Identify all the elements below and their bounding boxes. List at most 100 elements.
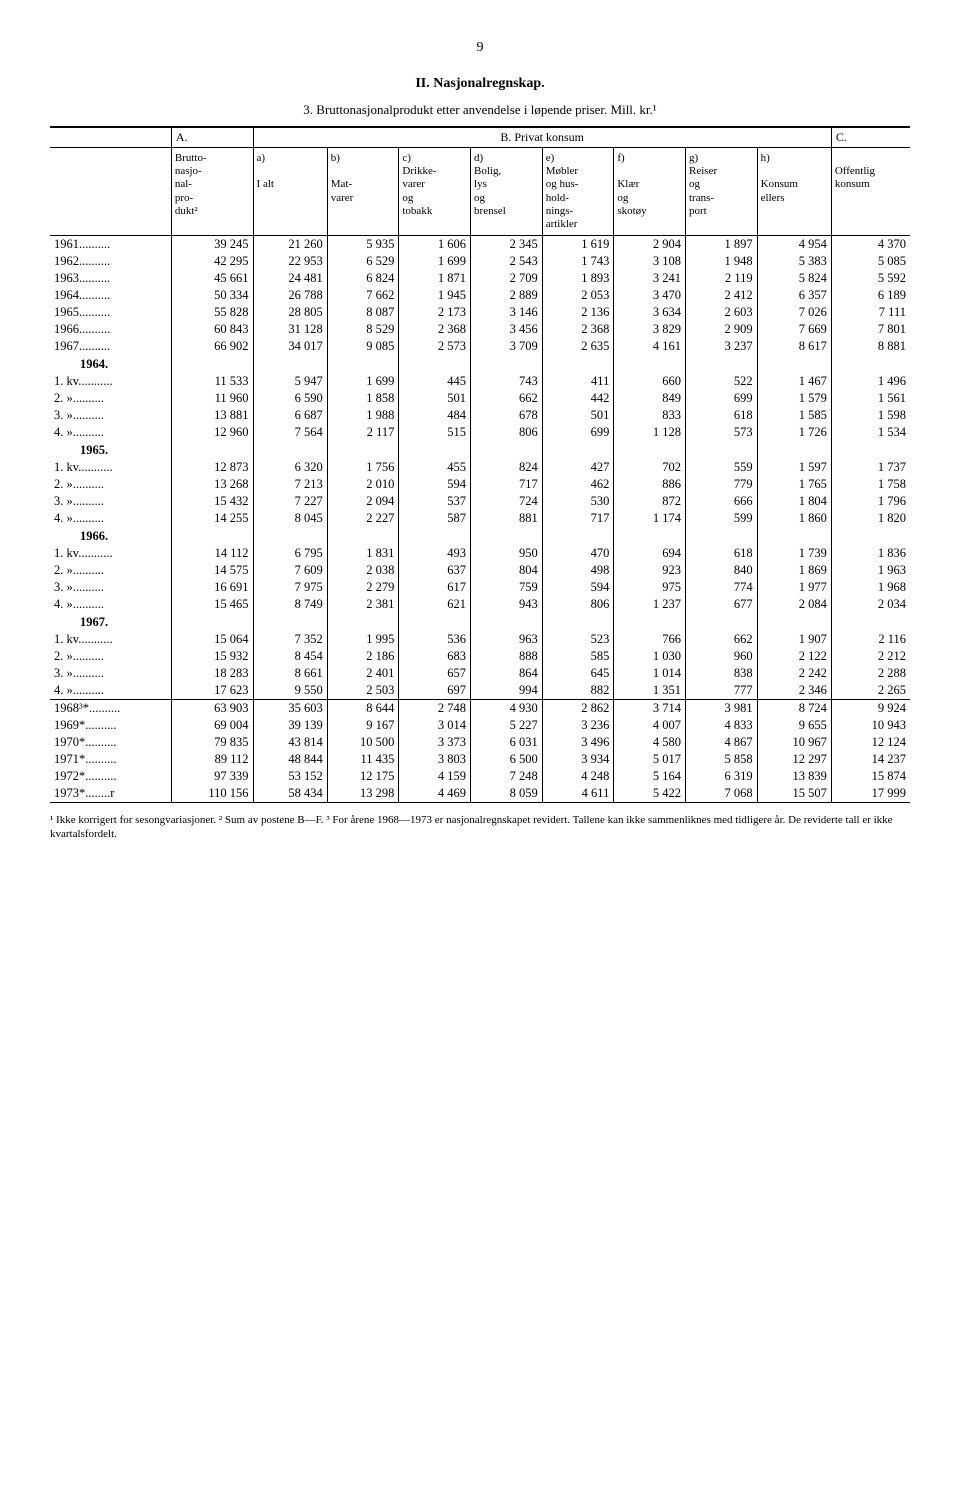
row-label: 4. »..........	[50, 682, 171, 700]
cell: 699	[542, 424, 614, 441]
col-C-full: Offentligkonsum	[831, 148, 910, 236]
cell: 886	[614, 476, 686, 493]
cell: 717	[471, 476, 543, 493]
cell: 34 017	[253, 338, 327, 355]
cell: 662	[471, 390, 543, 407]
cell: 536	[399, 631, 471, 648]
cell: 8 724	[757, 700, 831, 718]
cell: 3 108	[614, 253, 686, 270]
cell: 3 714	[614, 700, 686, 718]
cell: 3 236	[542, 717, 614, 734]
cell: 7 227	[253, 493, 327, 510]
cell: 7 248	[471, 768, 543, 785]
cell: 26 788	[253, 287, 327, 304]
cell: 678	[471, 407, 543, 424]
cell: 849	[614, 390, 686, 407]
cell: 11 960	[171, 390, 253, 407]
cell: 50 334	[171, 287, 253, 304]
cell: 530	[542, 493, 614, 510]
cell: 15 507	[757, 785, 831, 803]
row-label: 1965..........	[50, 304, 171, 321]
cell: 4 159	[399, 768, 471, 785]
cell: 3 496	[542, 734, 614, 751]
cell: 12 124	[831, 734, 910, 751]
cell: 60 843	[171, 321, 253, 338]
row-label: 2. »..........	[50, 476, 171, 493]
cell: 5 592	[831, 270, 910, 287]
cell: 15 932	[171, 648, 253, 665]
row-label: 1961..........	[50, 236, 171, 254]
cell: 804	[471, 562, 543, 579]
cell: 1 893	[542, 270, 614, 287]
cell: 573	[686, 424, 758, 441]
cell: 58 434	[253, 785, 327, 803]
cell: 15 465	[171, 596, 253, 613]
cell: 2 288	[831, 665, 910, 682]
cell: 618	[686, 545, 758, 562]
cell: 6 795	[253, 545, 327, 562]
cell: 2 227	[327, 510, 399, 527]
cell: 2 909	[686, 321, 758, 338]
cell: 2 136	[542, 304, 614, 321]
cell: 501	[542, 407, 614, 424]
col-b: b)Mat-varer	[327, 148, 399, 236]
cell: 5 227	[471, 717, 543, 734]
cell: 2 368	[542, 321, 614, 338]
cell: 1 496	[831, 373, 910, 390]
cell: 12 873	[171, 459, 253, 476]
cell: 3 456	[471, 321, 543, 338]
cell: 585	[542, 648, 614, 665]
cell: 484	[399, 407, 471, 424]
cell: 11 435	[327, 751, 399, 768]
cell: 2 242	[757, 665, 831, 682]
cell: 3 373	[399, 734, 471, 751]
cell: 28 805	[253, 304, 327, 321]
cell: 1 030	[614, 648, 686, 665]
cell: 1 756	[327, 459, 399, 476]
cell: 2 122	[757, 648, 831, 665]
cell: 1 796	[831, 493, 910, 510]
cell: 7 609	[253, 562, 327, 579]
cell: 5 858	[686, 751, 758, 768]
cell: 13 839	[757, 768, 831, 785]
cell: 9 924	[831, 700, 910, 718]
cell: 838	[686, 665, 758, 682]
cell: 618	[686, 407, 758, 424]
cell: 1 597	[757, 459, 831, 476]
row-label: 1. kv...........	[50, 459, 171, 476]
cell: 3 241	[614, 270, 686, 287]
cell: 8 045	[253, 510, 327, 527]
cell: 766	[614, 631, 686, 648]
cell: 12 175	[327, 768, 399, 785]
cell: 662	[686, 631, 758, 648]
cell: 2 345	[471, 236, 543, 254]
cell: 960	[686, 648, 758, 665]
cell: 7 111	[831, 304, 910, 321]
cell: 1 897	[686, 236, 758, 254]
cell: 66 902	[171, 338, 253, 355]
cell: 3 803	[399, 751, 471, 768]
cell: 599	[686, 510, 758, 527]
cell: 7 662	[327, 287, 399, 304]
cell: 963	[471, 631, 543, 648]
cell: 13 881	[171, 407, 253, 424]
cell: 2 173	[399, 304, 471, 321]
cell: 5 947	[253, 373, 327, 390]
cell: 660	[614, 373, 686, 390]
col-A: Brutto-nasjo-nal-pro-dukt²	[171, 148, 253, 236]
cell: 6 357	[757, 287, 831, 304]
row-label: 1967..........	[50, 338, 171, 355]
cell: 12 297	[757, 751, 831, 768]
cell: 637	[399, 562, 471, 579]
col-h: h)Konsumellers	[757, 148, 831, 236]
cell: 14 237	[831, 751, 910, 768]
cell: 1 014	[614, 665, 686, 682]
cell: 9 085	[327, 338, 399, 355]
cell: 39 245	[171, 236, 253, 254]
cell: 1 726	[757, 424, 831, 441]
cell: 501	[399, 390, 471, 407]
cell: 1 128	[614, 424, 686, 441]
cell: 8 087	[327, 304, 399, 321]
cell: 806	[471, 424, 543, 441]
cell: 1 743	[542, 253, 614, 270]
